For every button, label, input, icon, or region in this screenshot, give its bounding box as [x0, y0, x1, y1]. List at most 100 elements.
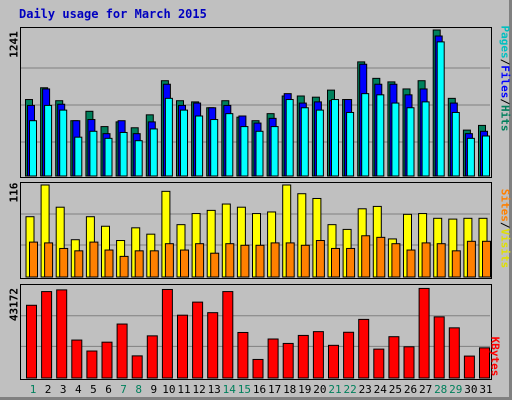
kbytes-bar — [207, 312, 219, 379]
sites-bar — [104, 249, 114, 278]
day-label: 16 — [253, 383, 266, 396]
kbytes-bar — [358, 318, 370, 379]
day-label: 28 — [434, 383, 447, 396]
pages-bar — [315, 109, 324, 177]
day-label: 11 — [177, 383, 190, 396]
pages-bar — [346, 111, 355, 177]
pages-bar — [436, 41, 445, 177]
day-label: 23 — [359, 383, 372, 396]
kbytes-bar — [343, 331, 355, 379]
sites-bar — [119, 255, 129, 278]
day-label: 24 — [374, 383, 388, 396]
hits-max-label: 1241 — [7, 31, 21, 58]
pages-bar — [466, 137, 475, 177]
sites-bar — [391, 243, 401, 278]
pages-bar — [285, 99, 294, 177]
day-label: 20 — [313, 383, 326, 396]
pages-bar — [406, 107, 415, 177]
sites-bar — [315, 240, 325, 278]
day-label: 25 — [389, 383, 402, 396]
kbytes-bar — [448, 327, 460, 379]
pages-bar — [451, 111, 460, 177]
kbytes-bar — [373, 348, 385, 379]
kbytes-bar — [403, 346, 415, 379]
kbytes-bar — [267, 338, 279, 379]
pages-bar — [300, 107, 309, 177]
kbytes-bar — [101, 341, 113, 379]
pages-bar — [331, 99, 339, 177]
kbytes-bar — [463, 355, 475, 379]
day-label: 9 — [150, 383, 157, 396]
legend-visits: Visits — [498, 228, 512, 269]
kbytes-bar — [86, 350, 98, 379]
sites-bar — [149, 250, 159, 278]
visits-max-label: 116 — [7, 182, 21, 203]
legend-files: Files — [498, 65, 512, 99]
day-label: 18 — [283, 383, 296, 396]
kbytes-bar — [131, 355, 143, 379]
sites-bar — [29, 241, 38, 278]
day-label: 29 — [449, 383, 462, 396]
sites-bar — [164, 243, 174, 278]
kbytes-bar — [282, 342, 294, 379]
kbytes-bar — [237, 331, 249, 379]
day-label: 14 — [223, 383, 237, 396]
day-label: 26 — [404, 383, 417, 396]
chart-title: Daily usage for March 2015 — [19, 7, 207, 21]
kbytes-bar — [116, 323, 128, 379]
pages-bar — [119, 131, 128, 177]
kbytes-legend: KBytes — [489, 332, 502, 382]
legend-pages: Pages — [498, 25, 512, 59]
day-label: 12 — [192, 383, 205, 396]
kbytes-bar — [312, 331, 324, 379]
pages-bar — [89, 130, 98, 177]
day-label: 4 — [75, 383, 82, 396]
kbytes-bar — [418, 287, 430, 379]
day-label: 13 — [208, 383, 221, 396]
legend-hits: Hits — [498, 105, 512, 132]
legend-sep-1: / — [498, 58, 512, 66]
pages-bar — [361, 93, 370, 177]
kbytes-bar — [388, 336, 400, 379]
pages-bar — [210, 119, 219, 177]
legend-kbytes: KBytes — [488, 336, 502, 377]
kbytes-bar — [252, 358, 264, 379]
sites-bar — [300, 244, 310, 278]
day-label: 27 — [419, 383, 432, 396]
pages-bar — [195, 115, 204, 177]
pages-bar — [270, 126, 279, 177]
sites-bar — [331, 247, 340, 278]
pages-bar — [240, 126, 249, 177]
kbytes-bar — [177, 314, 188, 379]
pages-bar — [134, 140, 143, 177]
kbytes-bar — [328, 344, 339, 379]
day-label: 17 — [268, 383, 281, 396]
kbytes-bar — [192, 301, 204, 379]
day-label: 15 — [238, 383, 251, 396]
sites-bar — [436, 243, 446, 278]
kbytes-bar — [297, 334, 309, 379]
kbytes-bar — [433, 316, 445, 379]
day-label: 10 — [162, 383, 175, 396]
pages-bar — [164, 97, 173, 177]
legend-sites: Sites — [498, 188, 512, 222]
pages-bar — [391, 102, 400, 177]
sites-bar — [240, 244, 250, 278]
day-label: 7 — [120, 383, 127, 396]
day-label: 8 — [135, 383, 142, 396]
pages-bar — [482, 135, 490, 177]
kbytes-max-label: 43172 — [7, 287, 21, 322]
sites-bar — [421, 242, 431, 278]
kbytes-bar — [41, 291, 53, 379]
day-label: 21 — [328, 383, 341, 396]
kbytes-bar — [56, 289, 68, 379]
sites-bar — [74, 250, 84, 278]
kbytes-bar — [146, 335, 158, 379]
day-label: 19 — [298, 383, 311, 396]
day-label: 5 — [90, 383, 97, 396]
pages-bar — [74, 136, 83, 177]
sites-bar — [451, 250, 461, 278]
pages-bar — [104, 137, 113, 177]
kbytes-bar — [222, 291, 234, 379]
